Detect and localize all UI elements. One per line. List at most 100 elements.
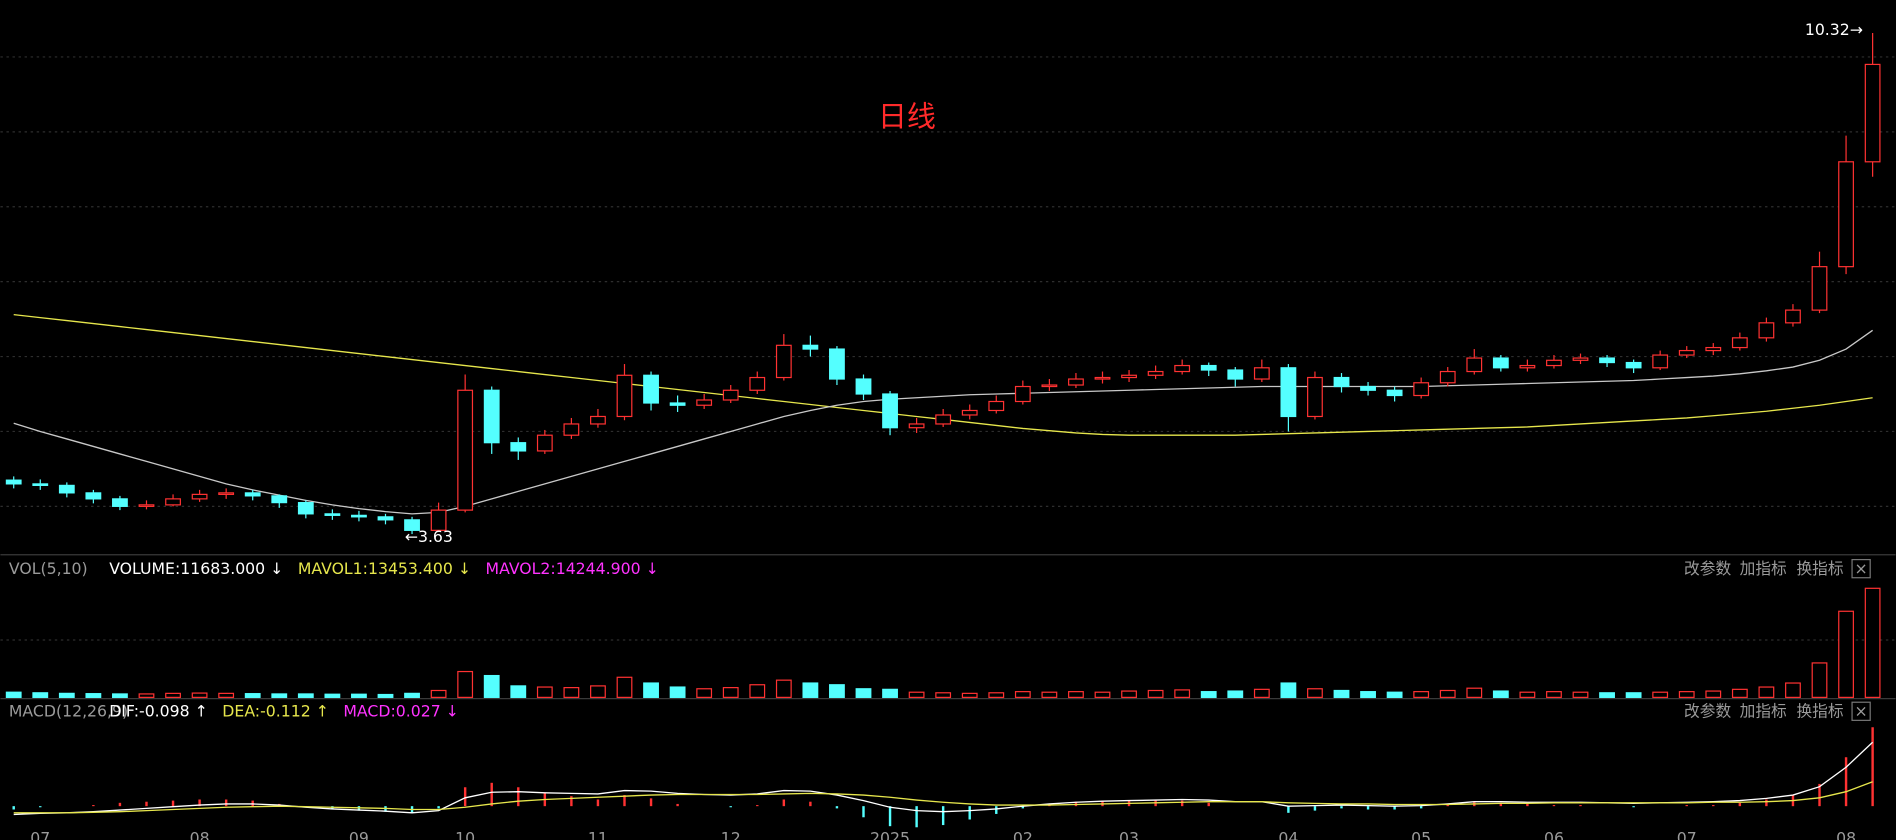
volume-bar xyxy=(882,688,898,698)
x-tick-label: 07 xyxy=(1677,828,1697,840)
volume-bar xyxy=(483,674,500,698)
candle-body xyxy=(1758,322,1775,339)
volume-bar xyxy=(1758,686,1775,698)
volume-bar xyxy=(1652,691,1669,698)
candle-body xyxy=(882,393,898,429)
volume-bar xyxy=(590,685,606,698)
close-button[interactable]: × xyxy=(1855,701,1868,720)
legend-entry: MACD:0.027 ↓ xyxy=(343,701,458,720)
volume-bar xyxy=(1147,689,1164,698)
candle-body xyxy=(829,348,845,380)
candle-body xyxy=(669,402,686,406)
candle-body xyxy=(775,344,792,379)
close-button[interactable]: × xyxy=(1855,559,1868,578)
x-tick-label: 10 xyxy=(455,828,475,840)
candle-body xyxy=(5,479,22,485)
candle-body xyxy=(1652,354,1669,369)
volume-bar xyxy=(1785,682,1801,698)
legend-entry: DEA:-0.112 ↑ xyxy=(222,701,329,720)
candle-body xyxy=(1413,382,1430,397)
volume-bar xyxy=(1068,691,1084,698)
candle-body xyxy=(351,514,367,518)
volume-bar xyxy=(1333,689,1350,698)
x-tick-label: 06 xyxy=(1544,828,1564,840)
volume-bar xyxy=(1678,691,1695,698)
low-label: ←3.63 xyxy=(405,527,453,546)
volume-bar xyxy=(1439,689,1456,698)
candle-body xyxy=(165,498,181,506)
candle-body xyxy=(536,434,553,452)
candle-body xyxy=(483,389,500,444)
candle-body xyxy=(908,423,925,429)
line xyxy=(13,781,1873,814)
candle-body xyxy=(1386,389,1403,397)
candle-body xyxy=(563,423,580,436)
volume-bar xyxy=(457,670,474,698)
candle-body xyxy=(1546,359,1562,367)
candle-body xyxy=(1041,384,1058,388)
candle-body xyxy=(1864,63,1881,163)
candle-body xyxy=(1705,346,1722,352)
line xyxy=(13,329,1873,515)
volume-bar xyxy=(722,687,739,698)
volume-bar xyxy=(351,693,367,698)
volume-bar xyxy=(297,693,314,698)
line xyxy=(13,741,1874,816)
button[interactable]: 加指标 xyxy=(1740,559,1787,578)
volume-bar xyxy=(1492,690,1509,698)
candle-body xyxy=(1121,374,1137,379)
volume-bar xyxy=(802,682,819,698)
candle-body xyxy=(1280,367,1297,418)
volume-bar xyxy=(404,692,420,698)
close-box[interactable] xyxy=(1851,701,1871,721)
candle-body xyxy=(616,374,633,418)
volume-bar xyxy=(1546,691,1562,698)
candle-body xyxy=(1785,309,1801,324)
volume-bar xyxy=(191,692,208,698)
volume-bar xyxy=(1705,690,1722,698)
candle-body xyxy=(1253,367,1270,380)
legend-entry: MAVOL2:14244.900 ↓ xyxy=(486,559,659,578)
volume-bar xyxy=(829,684,845,698)
candle-body xyxy=(935,414,952,425)
candle-body xyxy=(297,502,314,515)
button[interactable]: 加指标 xyxy=(1740,701,1787,720)
x-tick-label: 12 xyxy=(721,828,741,840)
candle-body xyxy=(377,516,394,521)
candle-body xyxy=(510,442,527,452)
button[interactable]: 换指标 xyxy=(1796,559,1843,578)
volume-bar xyxy=(775,679,792,698)
candle-body xyxy=(722,389,739,401)
volume-bar xyxy=(1227,690,1244,698)
candle-body xyxy=(32,483,49,486)
volume-bar xyxy=(58,692,75,698)
candle-body xyxy=(457,389,474,511)
button[interactable]: 改参数 xyxy=(1684,701,1731,720)
volume-bar xyxy=(244,693,261,698)
button[interactable]: 改参数 xyxy=(1684,559,1731,578)
candle-body xyxy=(696,399,713,406)
volume-bar xyxy=(1200,691,1217,698)
volume-bar xyxy=(935,692,952,698)
volume-bar xyxy=(1731,688,1748,698)
x-tick-label: 03 xyxy=(1119,828,1139,840)
legend-entry: VOLUME:11683.000 ↓ xyxy=(109,559,283,578)
volume-bar xyxy=(324,693,341,698)
volume-bar xyxy=(1519,691,1536,698)
volume-bar xyxy=(563,687,580,698)
candle-body xyxy=(1147,370,1164,376)
volume-bar xyxy=(1838,610,1854,698)
candle-body xyxy=(802,344,819,350)
close-box[interactable] xyxy=(1851,558,1871,579)
candle-body xyxy=(404,519,420,531)
button[interactable]: 换指标 xyxy=(1796,701,1843,720)
volume-bar xyxy=(165,692,181,698)
x-tick-label: 09 xyxy=(349,828,369,840)
candle-body xyxy=(961,409,978,416)
volume-bar xyxy=(1811,662,1828,698)
volume-bar xyxy=(855,688,872,698)
candle-body xyxy=(58,484,75,494)
candle-body xyxy=(1014,385,1031,403)
candle-body xyxy=(218,492,235,495)
